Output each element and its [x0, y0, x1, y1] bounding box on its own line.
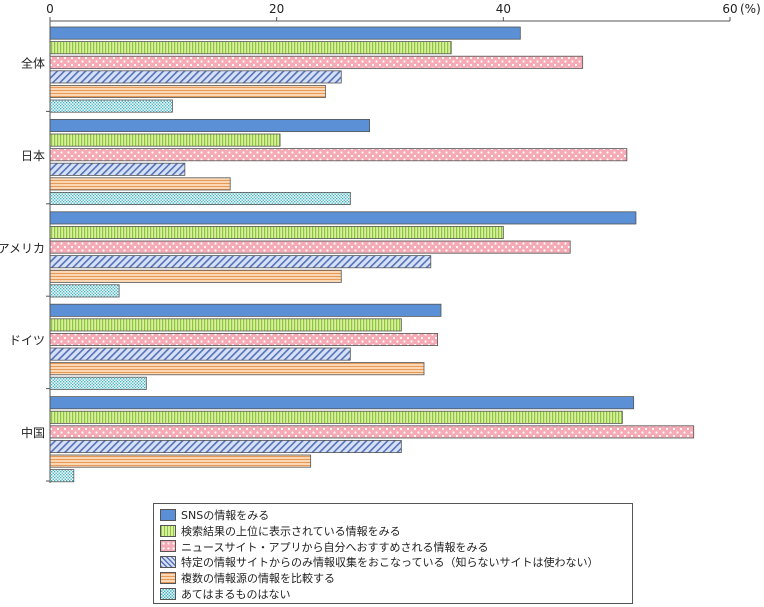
- legend-swatch: [160, 556, 176, 569]
- bar: [49, 70, 342, 84]
- bar: [49, 119, 371, 133]
- bar: [49, 439, 402, 453]
- bar: [49, 469, 75, 483]
- legend-label: 複数の情報源の情報を比較する: [181, 572, 335, 586]
- legend-label: あてはまるものはない: [181, 587, 291, 601]
- bar: [49, 269, 342, 283]
- legend-swatch: [160, 587, 176, 600]
- legend-item: ニュースサイト・アプリから自分へおすすめされる情報をみる: [160, 539, 626, 555]
- bar: [49, 133, 281, 147]
- bar: [49, 99, 173, 113]
- bar: [49, 376, 147, 390]
- bar: [49, 26, 521, 40]
- bar: [49, 177, 231, 191]
- x-axis-ticks: 0 20 40 60: [46, 2, 738, 21]
- bar: [49, 55, 584, 69]
- legend-swatch: [160, 508, 176, 521]
- legend-item: SNSの情報をみる: [160, 507, 626, 523]
- bar: [49, 191, 351, 205]
- bar: [49, 454, 312, 468]
- legend-label: ニュースサイト・アプリから自分へおすすめされる情報をみる: [181, 540, 489, 554]
- bar: [49, 148, 628, 162]
- bar: [49, 332, 439, 346]
- category-label: 全体: [21, 56, 45, 71]
- legend-label: 検索結果の上位に表示されている情報をみる: [181, 524, 401, 538]
- category-label: 日本: [21, 149, 45, 163]
- bar: [49, 284, 120, 298]
- bar: [49, 240, 571, 254]
- legend-item: 複数の情報源の情報を比較する: [160, 570, 626, 586]
- legend-item: 検索結果の上位に表示されている情報をみる: [160, 523, 626, 539]
- bar: [49, 85, 326, 99]
- category-label: 中国: [21, 425, 45, 440]
- bar: [49, 425, 695, 439]
- category-label: アメリカ: [0, 241, 45, 255]
- bar: [49, 162, 186, 176]
- x-tick-label: 60: [722, 2, 737, 16]
- bar: [49, 303, 442, 317]
- legend-label: SNSの情報をみる: [181, 508, 270, 522]
- legend-label: 特定の情報サイトからのみ情報収集をおこなっている（知らないサイトは使わない）: [181, 556, 599, 570]
- x-tick-label: 40: [496, 2, 511, 16]
- bar: [49, 225, 504, 239]
- legend-item: あてはまるものはない: [160, 586, 626, 602]
- bar: [49, 318, 402, 332]
- legend-swatch: [160, 524, 176, 537]
- category-label: ドイツ: [9, 334, 45, 348]
- legend-swatch: [160, 540, 176, 553]
- bar: [49, 396, 635, 410]
- bar: [49, 255, 432, 269]
- legend: SNSの情報をみる 検索結果の上位に表示されている情報をみる ニュースサイト・ア…: [153, 503, 633, 604]
- x-tick-label: 0: [46, 2, 54, 16]
- bar: [49, 41, 452, 55]
- bar: [49, 410, 623, 424]
- bar: [49, 211, 637, 225]
- legend-swatch: [160, 572, 176, 585]
- legend-item: 特定の情報サイトからのみ情報収集をおこなっている（知らないサイトは使わない）: [160, 554, 626, 570]
- bar: [49, 362, 425, 376]
- bars: [49, 26, 695, 483]
- x-tick-label: 20: [269, 2, 284, 16]
- bar: [49, 347, 351, 361]
- unit-label: (%): [740, 2, 761, 16]
